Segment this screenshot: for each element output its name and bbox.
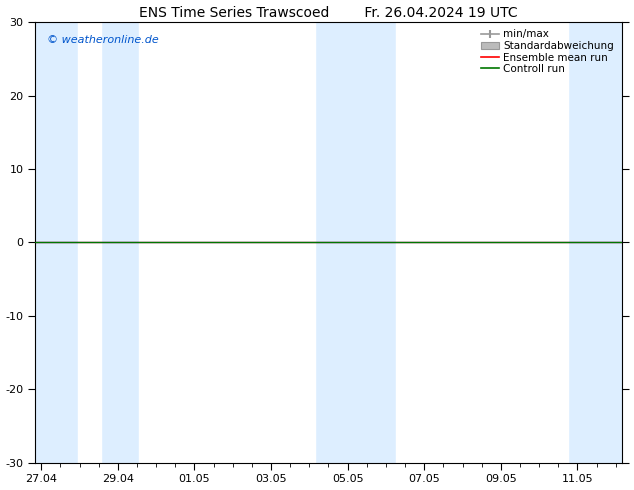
- Text: © weatheronline.de: © weatheronline.de: [47, 35, 159, 46]
- Bar: [139, 22, 315, 463]
- Bar: [77, 22, 101, 463]
- Title: ENS Time Series Trawscoed        Fr. 26.04.2024 19 UTC: ENS Time Series Trawscoed Fr. 26.04.2024…: [139, 5, 518, 20]
- Legend: min/max, Standardabweichung, Ensemble mean run, Controll run: min/max, Standardabweichung, Ensemble me…: [479, 27, 616, 76]
- Bar: [396, 22, 568, 463]
